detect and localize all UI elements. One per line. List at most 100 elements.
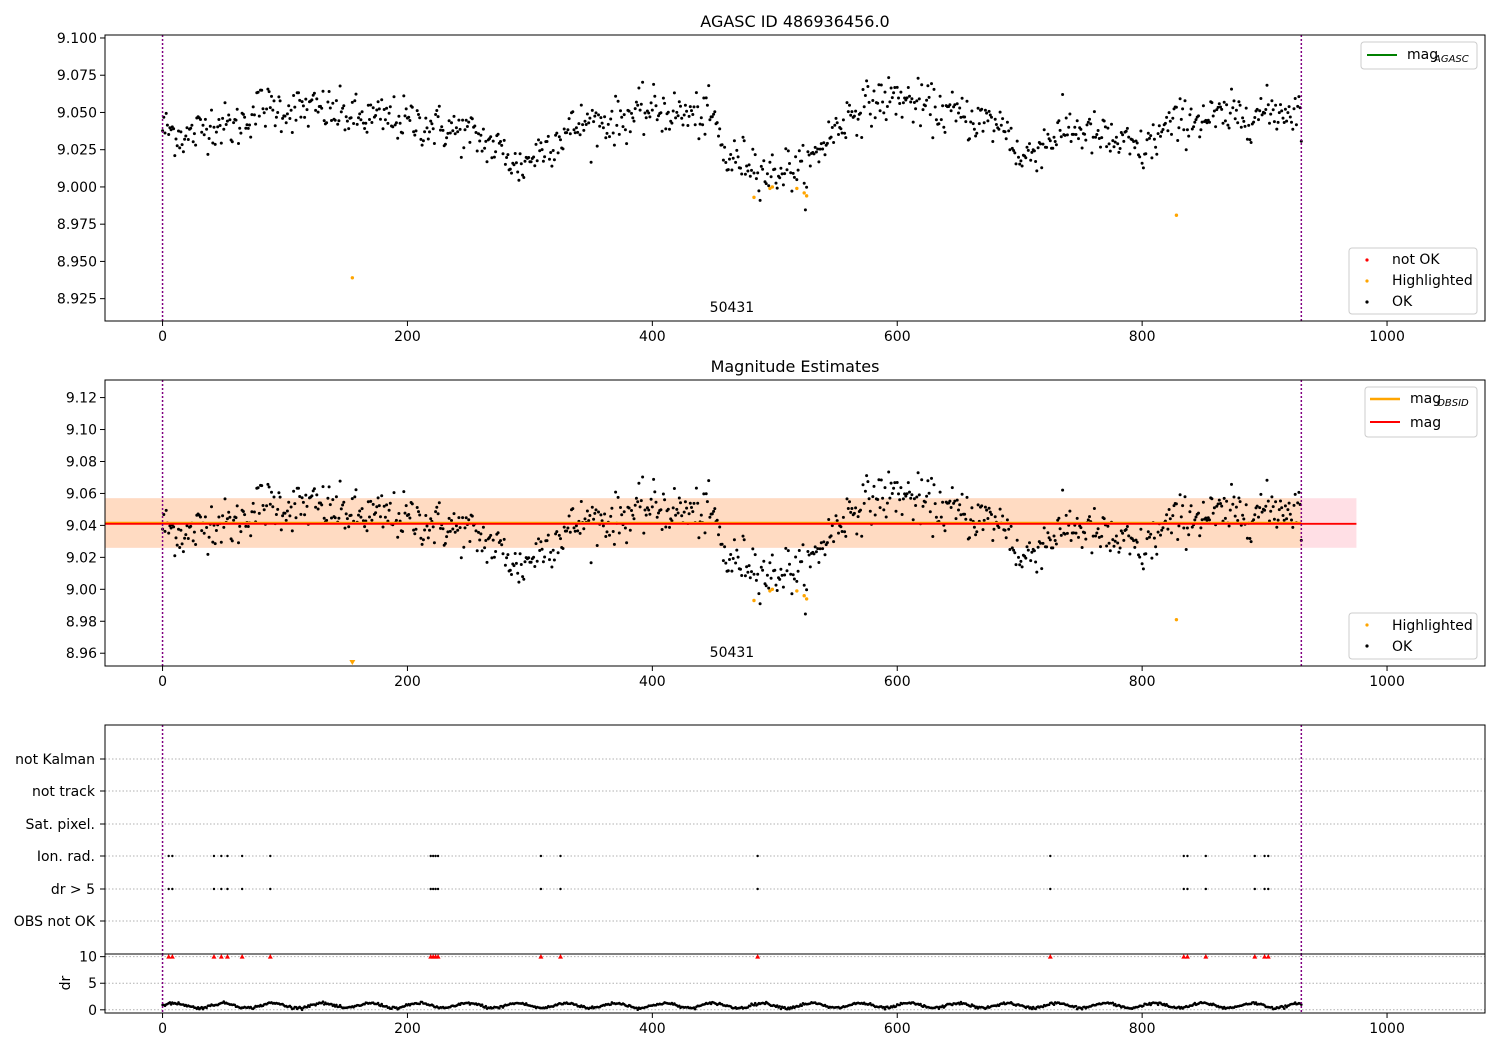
dr-point (308, 1005, 311, 1008)
ok-point (1133, 146, 1137, 150)
dr-clipped-marker (166, 954, 172, 959)
highlighted-point (1174, 213, 1179, 217)
ok-point (882, 111, 886, 115)
ok-point (278, 99, 282, 103)
ok-point (325, 518, 329, 522)
ok-point (883, 486, 887, 490)
ok-point (1255, 504, 1259, 508)
ok-point (1045, 145, 1049, 149)
ok-point (508, 167, 512, 171)
ok-point (1265, 83, 1269, 87)
ok-point (679, 501, 682, 505)
ok-point (572, 526, 576, 530)
ok-point (1281, 116, 1285, 120)
ok-point (1019, 559, 1023, 563)
ok-point (1079, 526, 1083, 530)
ok-point (328, 106, 332, 110)
ok-point (830, 524, 834, 528)
ok-point (742, 538, 746, 542)
ok-point (183, 137, 187, 141)
agasc-panel-title: AGASC ID 486936456.0 (700, 12, 889, 31)
ok-point (1271, 505, 1275, 509)
ok-point (977, 122, 981, 126)
y-tick-label: 9.06 (66, 486, 97, 502)
ok-point (213, 542, 217, 546)
ok-point (1090, 551, 1094, 555)
highlighted-point (795, 589, 799, 593)
ok-point (955, 102, 959, 106)
ok-point (817, 160, 821, 164)
ok-point (1114, 534, 1118, 538)
ok-point (909, 496, 913, 500)
p1-legend-highlighted-label: Highlighted (1392, 273, 1473, 289)
ok-point (912, 101, 916, 104)
dr-clipped-marker (1203, 954, 1209, 959)
ok-point (819, 142, 823, 146)
ok-point (1127, 135, 1131, 139)
ok-point (450, 519, 453, 522)
ok-point (429, 119, 433, 123)
ok-point (761, 568, 765, 572)
flag-marker (269, 854, 272, 858)
ok-point (659, 111, 663, 115)
ok-point (407, 513, 411, 516)
ok-point (205, 127, 209, 131)
p4-ylabel: dr (58, 975, 74, 990)
ok-point (900, 513, 904, 516)
highlighted-point (752, 195, 756, 200)
dr-point (376, 1001, 380, 1005)
p1-highlighted-points (350, 185, 1179, 280)
ok-point (1007, 129, 1011, 133)
ok-point (797, 149, 801, 153)
ok-point (620, 513, 624, 517)
ok-point (283, 114, 287, 118)
ok-point (1272, 517, 1276, 521)
ok-point (235, 107, 239, 111)
ok-point (1029, 559, 1033, 563)
ok-point (445, 136, 449, 140)
ok-point (975, 530, 979, 534)
ok-point (889, 481, 893, 485)
ok-point (325, 121, 329, 125)
ok-point (172, 525, 176, 529)
ok-point (464, 516, 468, 520)
ok-point (861, 483, 865, 487)
ok-point (415, 109, 419, 113)
ok-point (1003, 528, 1007, 532)
ok-point (169, 128, 173, 132)
ok-point (873, 513, 877, 517)
ok-point (550, 164, 554, 168)
dr-point (1142, 1004, 1145, 1008)
ok-point (1121, 531, 1125, 535)
ok-point (375, 108, 379, 112)
ok-point (664, 525, 668, 529)
ok-point (639, 102, 643, 106)
ok-point (608, 533, 611, 537)
ok-point (1220, 107, 1224, 111)
ok-point (617, 132, 621, 136)
ok-point (1243, 124, 1247, 128)
ok-point (178, 146, 182, 150)
ok-point (377, 504, 381, 508)
ok-point (757, 189, 761, 193)
ok-point (1094, 534, 1098, 538)
dr-point (969, 1005, 972, 1008)
dr-point (418, 1002, 422, 1006)
ok-point (774, 583, 778, 587)
ok-point (458, 526, 462, 530)
ok-point (1177, 524, 1181, 528)
ok-point (1249, 141, 1253, 144)
ok-point (840, 131, 844, 135)
ok-point (1228, 508, 1232, 512)
ok-point (682, 510, 686, 514)
ok-point (1119, 131, 1123, 134)
ok-point (610, 506, 614, 510)
ok-point (813, 145, 817, 149)
ok-point (1089, 122, 1093, 126)
dr-point (1254, 1001, 1258, 1004)
ok-point (326, 496, 330, 500)
ok-point (485, 560, 489, 564)
dr-point (778, 1005, 781, 1008)
ok-point (336, 122, 340, 126)
ok-point (574, 524, 578, 528)
